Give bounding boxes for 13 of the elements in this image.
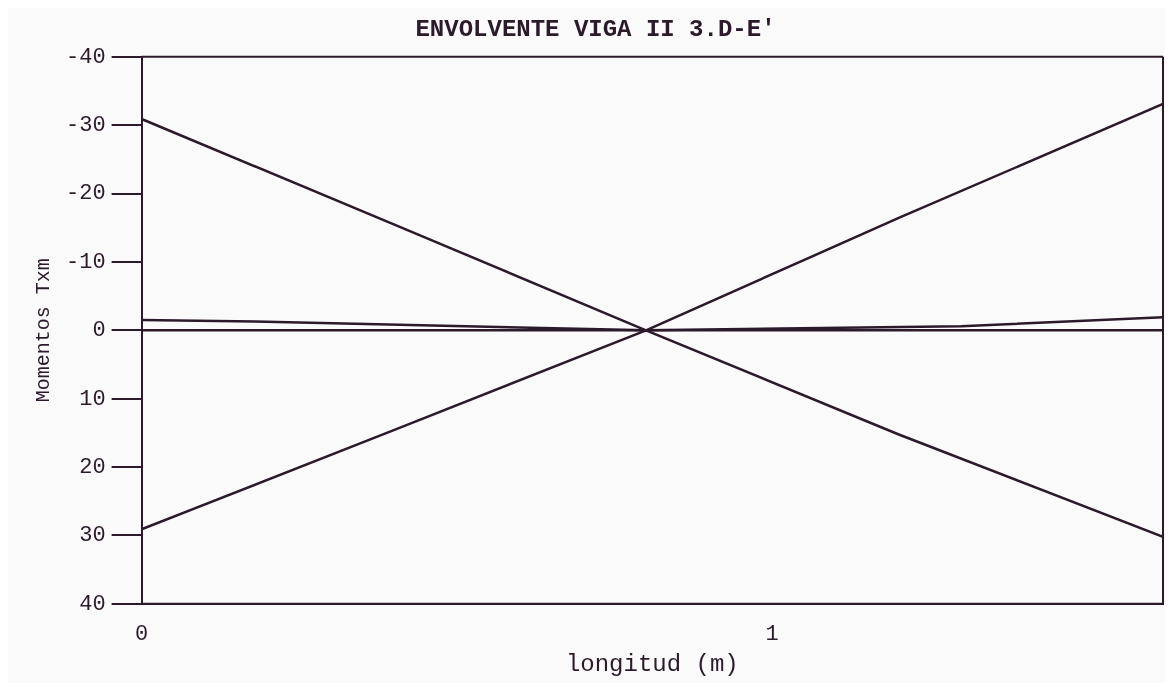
- chart-title: ENVOLVENTE VIGA II 3.D-E': [415, 16, 776, 44]
- y-tick-label: 40: [79, 591, 106, 617]
- y-tick-label: -10: [66, 249, 106, 275]
- x-tick-label: 1: [765, 621, 779, 647]
- y-tick-label: 10: [79, 386, 106, 412]
- y-axis-title: Momentos Txm: [32, 258, 56, 403]
- y-tick-label: -20: [66, 181, 106, 207]
- x-axis-title: longitud (m): [565, 650, 739, 678]
- y-tick-label: 0: [92, 318, 106, 344]
- y-tick-label: -30: [66, 113, 106, 138]
- y-tick-label: 30: [79, 523, 106, 549]
- y-tick-label: -40: [66, 44, 106, 70]
- y-tick-label: 20: [79, 454, 106, 480]
